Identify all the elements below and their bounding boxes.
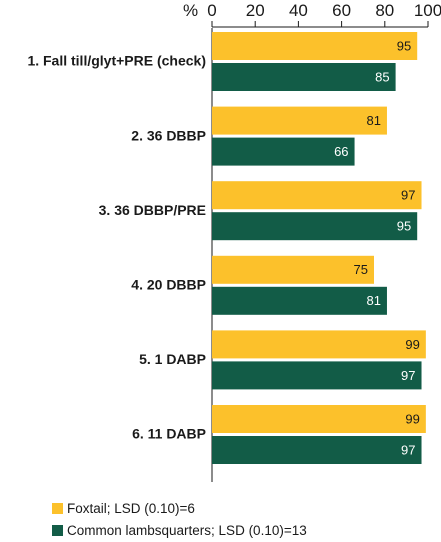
category-label: 2. 36 DBBP	[131, 127, 206, 143]
bar-value-label: 85	[375, 69, 389, 84]
legend-label-foxtail: Foxtail; LSD (0.10)=6	[67, 500, 195, 516]
bar-lambsquarters	[212, 212, 418, 241]
bar-value-label: 81	[366, 113, 380, 128]
bar-value-label: 95	[397, 219, 411, 234]
bar-value-label: 97	[401, 188, 415, 203]
legend: Foxtail; LSD (0.10)=6 Common lambsquarte…	[52, 498, 307, 542]
bar-lambsquarters	[212, 63, 396, 91]
x-tick-label: 40	[289, 1, 308, 20]
bar-foxtail	[212, 181, 422, 210]
x-tick-label: 60	[332, 1, 351, 20]
legend-item-foxtail: Foxtail; LSD (0.10)=6	[52, 498, 307, 518]
category-label: 6. 11 DABP	[132, 426, 206, 442]
bar-value-label: 97	[401, 368, 415, 383]
legend-swatch-foxtail	[52, 502, 63, 514]
bar-foxtail	[212, 405, 426, 433]
category-label: 3. 36 DBBP/PRE	[99, 202, 206, 218]
category-label: 5. 1 DABP	[139, 351, 206, 367]
category-label: 1. Fall till/glyt+PRE (check)	[27, 53, 206, 69]
x-tick-label: 0	[207, 1, 216, 20]
bar-foxtail	[212, 32, 418, 60]
legend-swatch-lambsquarters	[52, 524, 63, 536]
bar-lambsquarters	[212, 361, 422, 390]
x-tick-label: 20	[246, 1, 265, 20]
bar-value-label: 97	[401, 442, 415, 457]
bar-value-label: 66	[334, 144, 348, 159]
x-tick-label: 80	[375, 1, 394, 20]
bar-chart: % 0 20 40 60 80 100 1. Fall till/glyt+PRE (ch…	[27, 1, 441, 482]
bar-value-label: 75	[354, 262, 368, 277]
legend-item-lambsquarters: Common lambsquarters; LSD (0.10)=13	[52, 520, 307, 540]
bar-lambsquarters	[212, 137, 355, 166]
legend-label-lambsquarters: Common lambsquarters; LSD (0.10)=13	[67, 522, 307, 538]
unit-label: %	[183, 1, 198, 20]
bar-value-label: 81	[366, 293, 380, 308]
bar-value-label: 99	[405, 337, 419, 352]
bar-foxtail	[212, 106, 387, 135]
x-tick-label: 100	[414, 1, 441, 20]
bar-foxtail	[212, 330, 426, 359]
bar-lambsquarters	[212, 286, 387, 315]
bar-value-label: 99	[405, 411, 419, 426]
bar-foxtail	[212, 255, 374, 284]
bar-lambsquarters	[212, 436, 422, 464]
bar-value-label: 95	[397, 38, 411, 53]
category-label: 4. 20 DBBP	[131, 277, 206, 293]
